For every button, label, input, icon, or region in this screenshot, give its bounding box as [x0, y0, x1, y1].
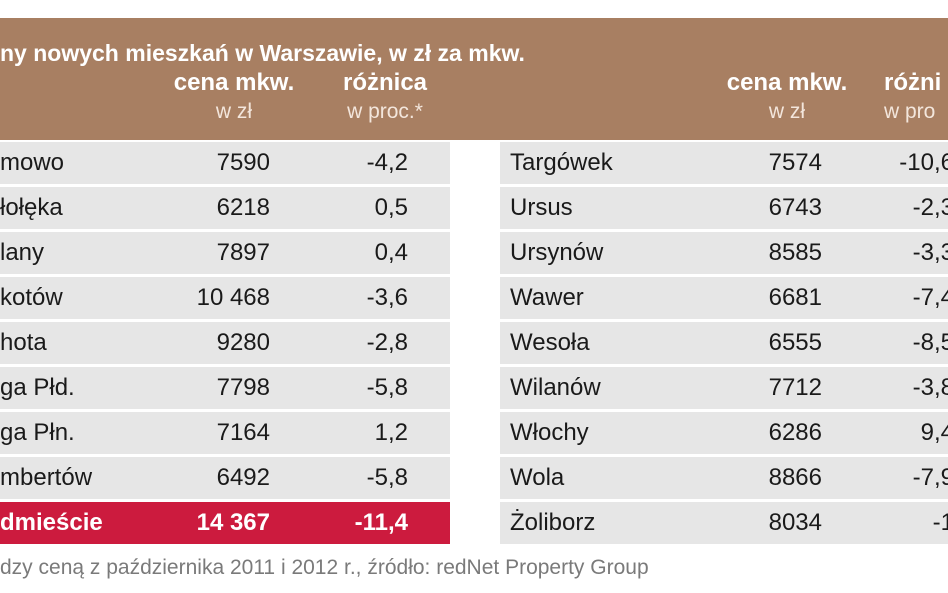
diff-value: -7,9	[912, 464, 948, 491]
price-value: 8585	[768, 239, 822, 266]
price-value: 7897	[216, 239, 270, 266]
right-diff-column-header: różni w pro	[884, 68, 948, 126]
table-row: hota 9280 -2,8	[0, 322, 450, 364]
table-row: Włochy 6286 9,4	[500, 412, 948, 454]
diff-value: -8,5	[912, 329, 948, 356]
diff-value: 0,4	[374, 239, 408, 266]
district-name: kotów	[0, 284, 63, 311]
table-row: Targówek 7574 -10,6	[500, 142, 948, 184]
price-value: 10 468	[196, 284, 270, 311]
diff-value: 0,5	[374, 194, 408, 221]
table-title: ny nowych mieszkań w Warszawie, w zł za …	[0, 40, 525, 66]
district-name: hota	[0, 329, 47, 356]
diff-value: -10,6	[899, 149, 948, 176]
right-diff-header-line1: różni	[884, 69, 942, 96]
district-name: Wola	[510, 464, 565, 491]
price-value: 7590	[216, 149, 270, 176]
diff-value: 9,4	[920, 419, 948, 446]
price-value: 6743	[768, 194, 822, 221]
district-name: Targówek	[510, 149, 613, 176]
price-value: 8866	[768, 464, 822, 491]
district-name: Wawer	[510, 284, 584, 311]
table-row: mbertów 6492 -5,8	[0, 457, 450, 499]
price-value: 6286	[768, 419, 822, 446]
price-value: 7574	[768, 149, 822, 176]
diff-value: -4,2	[366, 149, 408, 176]
table-row: lany 7897 0,4	[0, 232, 450, 274]
district-name: lany	[0, 239, 45, 266]
district-name: dmieście	[0, 509, 103, 536]
price-value: 8034	[768, 509, 822, 536]
table-row: Wilanów 7712 -3,8	[500, 367, 948, 409]
right-price-header-line2: w zł	[768, 100, 806, 123]
table-row: Wawer 6681 -7,4	[500, 277, 948, 319]
district-name: łołęka	[0, 194, 63, 221]
price-value: 6218	[216, 194, 270, 221]
diff-value: -3,6	[366, 284, 408, 311]
diff-header-line1: różnica	[342, 69, 428, 96]
diff-value: -7,4	[912, 284, 948, 311]
district-name: Ursus	[510, 194, 573, 221]
diff-value: -3,3	[912, 239, 948, 266]
diff-value: -5,8	[366, 374, 408, 401]
source-footnote: dzy ceną z października 2011 i 2012 r., …	[0, 556, 649, 579]
price-header-line1: cena mkw.	[173, 69, 295, 96]
district-name: ga Płn.	[0, 419, 75, 446]
right-price-header-line1: cena mkw.	[726, 69, 848, 96]
diff-value: 1,2	[374, 419, 408, 446]
table-row: ga Płn. 7164 1,2	[0, 412, 450, 454]
table-row: mowo 7590 -4,2	[0, 142, 450, 184]
district-name: ga Płd.	[0, 374, 75, 401]
price-value: 7712	[768, 374, 822, 401]
diff-value: -2,3	[912, 194, 948, 221]
price-value: 14 367	[196, 509, 270, 536]
price-column-header: cena mkw. w zł	[165, 68, 303, 126]
table-row: ga Płd. 7798 -5,8	[0, 367, 450, 409]
table-row: Ursus 6743 -2,3	[500, 187, 948, 229]
table-row: Ursynów 8585 -3,3	[500, 232, 948, 274]
diff-column-header: różnica w proc.*	[330, 68, 440, 126]
right-diff-header-line2: w pro	[884, 100, 936, 123]
price-value: 7798	[216, 374, 270, 401]
table-header: ny nowych mieszkań w Warszawie, w zł za …	[0, 18, 948, 140]
diff-value: -3,8	[912, 374, 948, 401]
price-header-line2: w zł	[215, 100, 253, 123]
diff-value: -11,4	[354, 509, 408, 536]
right-price-column-header: cena mkw. w zł	[716, 68, 858, 126]
price-value: 9280	[216, 329, 270, 356]
table-row: Wesoła 6555 -8,5	[500, 322, 948, 364]
diff-header-line2: w proc.*	[347, 100, 423, 123]
diff-value: -5,8	[366, 464, 408, 491]
price-value: 6681	[768, 284, 822, 311]
price-value: 7164	[216, 419, 270, 446]
price-value: 6492	[216, 464, 270, 491]
district-name: mbertów	[0, 464, 93, 491]
price-value: 6555	[768, 329, 822, 356]
diff-value: -1	[932, 509, 948, 536]
district-name: Żoliborz	[510, 509, 596, 536]
district-name: Wesoła	[510, 329, 590, 356]
diff-value: -2,8	[366, 329, 408, 356]
district-name: Ursynów	[510, 239, 604, 266]
table-row: Żoliborz 8034 -1	[500, 502, 948, 544]
district-name: Wilanów	[510, 374, 601, 401]
table-row: kotów 10 468 -3,6	[0, 277, 450, 319]
district-name: mowo	[0, 149, 65, 176]
table-row: łołęka 6218 0,5	[0, 187, 450, 229]
district-name: Włochy	[510, 419, 589, 446]
table-row: dmieście 14 367 -11,4	[0, 502, 450, 544]
table-row: Wola 8866 -7,9	[500, 457, 948, 499]
